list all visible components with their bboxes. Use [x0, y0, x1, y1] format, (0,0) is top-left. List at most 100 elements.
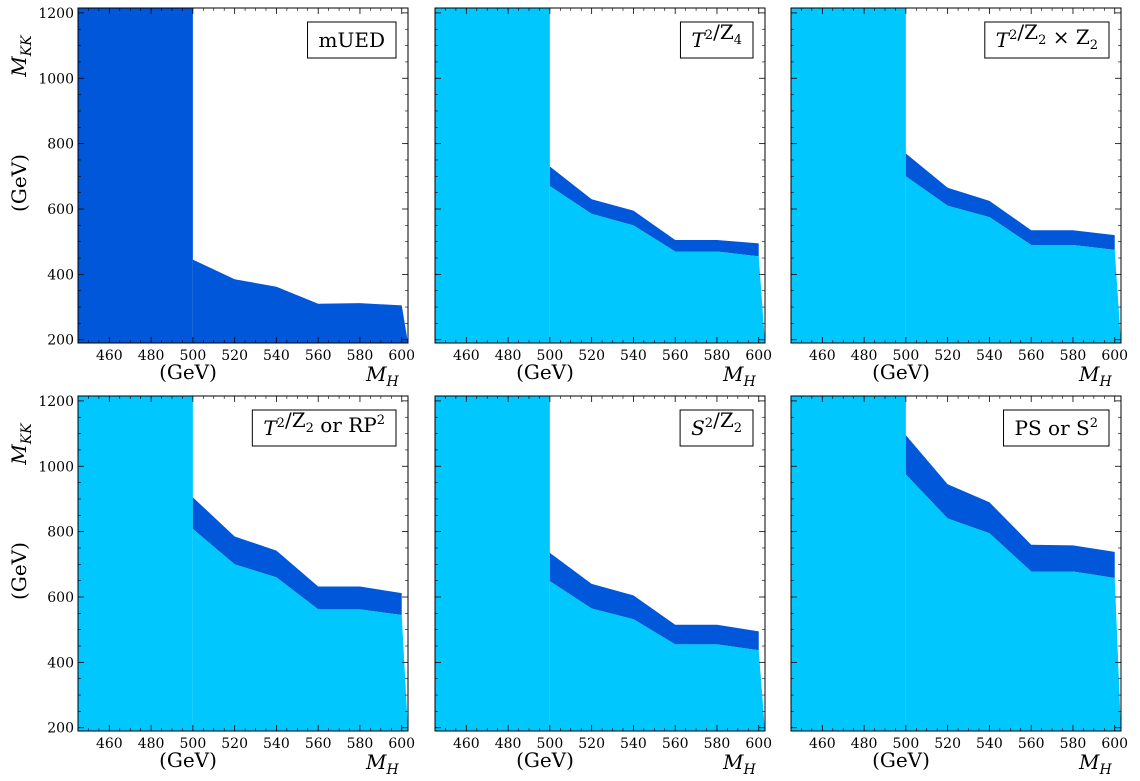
x-tick-label: 560: [662, 348, 689, 364]
excluded-region-left: [791, 396, 906, 731]
x-tick-label: 460: [809, 348, 836, 364]
x-axis-title: MH: [365, 362, 399, 390]
excluded-region-below: [549, 186, 765, 343]
y-tick-label: 200: [47, 333, 74, 349]
legend-box: [251, 409, 397, 447]
x-tick-label: 600: [745, 348, 772, 364]
y-tick-label: 400: [47, 655, 74, 671]
plot-frame: [790, 7, 1122, 344]
uncertainty-band: [905, 435, 1115, 579]
x-tick-label: 580: [347, 736, 374, 752]
legend-label: T2/Z2 or RP2: [251, 408, 397, 447]
x-tick-label: 540: [263, 736, 290, 752]
x-tick-label: 500: [537, 736, 564, 752]
chart-panel-3: 460 480 500 520 540 560 580 600 T2/Z2 × Z2 (GeV) M…: [790, 7, 1128, 390]
plot-frame: [77, 7, 409, 344]
plot-frame: [790, 395, 1122, 732]
x-tick-label: 560: [305, 736, 332, 752]
chart-panel-1: 460 480 500 520 540 560 580 600 200 400 600 800 1000…: [7, 6, 415, 390]
x-tick-label: 500: [180, 348, 207, 364]
x-axis-unit: (GeV): [516, 748, 574, 772]
plot-area: [78, 396, 408, 731]
y-tick-label: 800: [47, 137, 74, 153]
x-tick-label: 500: [893, 736, 920, 752]
x-tick-label: 580: [704, 736, 731, 752]
y-tick-label: 1000: [38, 459, 74, 475]
plot-area: [78, 8, 408, 343]
x-tick-label: 480: [851, 736, 878, 752]
legend-text: T2/Z2 or RP2: [263, 408, 385, 440]
legend-box: [679, 21, 754, 59]
y-tick-label: 400: [47, 267, 74, 283]
x-tick-label: 540: [976, 348, 1003, 364]
x-tick-label: 520: [934, 348, 961, 364]
excluded-region-left: [78, 8, 193, 343]
legend-label: T2/Z4: [679, 20, 754, 59]
y-tick-label: 1200: [38, 6, 74, 22]
plot-frame: [434, 395, 766, 732]
x-tick-label: 560: [1018, 736, 1045, 752]
x-tick-label: 480: [138, 348, 165, 364]
x-tick-label: 540: [263, 348, 290, 364]
excluded-region-below: [192, 529, 408, 731]
y-axis-title: MKK: [7, 34, 35, 78]
x-axis-title: MH: [722, 362, 756, 390]
y-tick-label: 800: [47, 525, 74, 541]
x-axis-title: MH: [1078, 362, 1112, 390]
x-tick-label: 520: [934, 736, 961, 752]
x-tick-label: 580: [704, 348, 731, 364]
uncertainty-band: [549, 552, 759, 651]
x-tick-label: 480: [851, 348, 878, 364]
x-tick-label: 580: [347, 348, 374, 364]
excluded-region-left: [435, 8, 550, 343]
x-axis-unit: (GeV): [159, 748, 217, 772]
plot-frame: [434, 7, 766, 344]
x-tick-label: 460: [96, 736, 123, 752]
legend-label: PS or S2: [1003, 409, 1110, 447]
x-tick-label: 540: [620, 736, 647, 752]
x-tick-label: 480: [495, 348, 522, 364]
x-tick-label: 560: [1018, 348, 1045, 364]
excluded-region-below: [192, 259, 408, 343]
x-tick-label: 520: [578, 736, 605, 752]
plot-frame: [77, 395, 409, 732]
legend-box: [1003, 409, 1110, 447]
x-tick-label: 540: [976, 736, 1003, 752]
x-axis-unit: (GeV): [872, 360, 930, 384]
x-tick-label: 500: [537, 348, 564, 364]
x-tick-label: 460: [453, 736, 480, 752]
chart-panel-5: 460 480 500 520 540 560 580 600 S2/Z2 (GeV) MH: [434, 395, 772, 778]
y-axis-unit: (GeV): [7, 542, 31, 600]
x-axis-unit: (GeV): [872, 748, 930, 772]
x-tick-label: 460: [453, 348, 480, 364]
x-axis-title: MH: [722, 750, 756, 778]
chart-panel-4: 460 480 500 520 540 560 580 600 200 400 600 800 1000…: [7, 394, 415, 778]
x-axis-title: MH: [365, 750, 399, 778]
uncertainty-band: [905, 153, 1115, 250]
x-tick-label: 520: [221, 348, 248, 364]
x-tick-label: 600: [745, 736, 772, 752]
y-axis-unit: (GeV): [7, 154, 31, 212]
excluded-region-below: [549, 581, 765, 731]
x-axis-title: MH: [1078, 750, 1112, 778]
excluded-region-below: [905, 474, 1121, 731]
x-tick-label: 500: [893, 348, 920, 364]
excluded-region-left: [435, 396, 550, 731]
x-tick-label: 520: [578, 348, 605, 364]
y-tick-label: 200: [47, 721, 74, 737]
y-tick-label: 1000: [38, 71, 74, 87]
x-tick-label: 520: [221, 736, 248, 752]
legend-label: S2/Z2: [679, 408, 754, 447]
uncertainty-band: [549, 166, 759, 257]
x-tick-label: 560: [305, 348, 332, 364]
x-axis-unit: (GeV): [159, 360, 217, 384]
plot-area: [791, 8, 1121, 343]
x-tick-label: 460: [809, 736, 836, 752]
legend-text: T2/Z4: [691, 20, 742, 52]
y-tick-label: 600: [47, 202, 74, 218]
x-tick-label: 580: [1060, 736, 1087, 752]
chart-panel-6: 460 480 500 520 540 560 580 600 PS or S2 (GeV) MH: [790, 395, 1128, 778]
legend-text: mUED: [319, 28, 385, 52]
excluded-region-below: [905, 176, 1121, 343]
